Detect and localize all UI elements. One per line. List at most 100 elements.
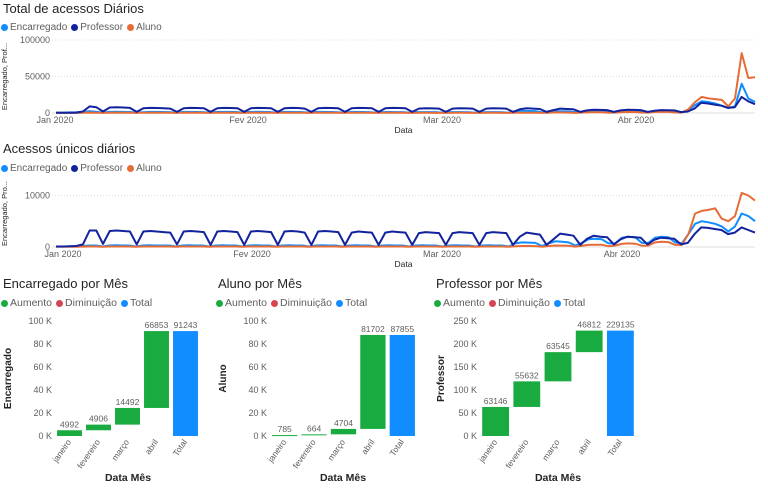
x-tick-label: abril bbox=[359, 437, 376, 456]
x-tick-label: abril bbox=[575, 437, 592, 456]
legend-item[interactable]: Encarregado bbox=[1, 22, 67, 33]
series-line-professor bbox=[56, 226, 756, 248]
y-axis-title: Encarregado, Prof... bbox=[0, 43, 9, 110]
waterfall-plot: 0 K 20 K 40 K 60 K 80 K 100 K Encarregado Data … bbox=[3, 316, 198, 484]
legend-label: Professor bbox=[80, 22, 124, 33]
x-tick-label: Total bbox=[387, 437, 406, 458]
legend-item[interactable]: Diminuição bbox=[271, 297, 332, 309]
data-label: 229135 bbox=[606, 320, 635, 330]
waterfall-bar bbox=[360, 334, 386, 429]
legend-label: Aumento bbox=[10, 297, 53, 309]
waterfall-bar bbox=[606, 330, 634, 436]
legend-label: Total bbox=[344, 297, 368, 309]
y-tick-label: 40 K bbox=[248, 385, 267, 395]
legend-item[interactable]: Total bbox=[553, 297, 586, 309]
legend-item[interactable]: Aumento bbox=[216, 297, 267, 309]
waterfall-bar bbox=[330, 428, 357, 435]
waterfall-encarregado: Encarregado por Mês Aumento Diminuição T… bbox=[0, 275, 215, 489]
legend-item[interactable]: Aluno bbox=[127, 22, 162, 33]
chart-title: Aluno por Mês bbox=[218, 276, 302, 291]
data-label: 4906 bbox=[89, 414, 108, 424]
y-tick-label: 0 K bbox=[463, 431, 477, 441]
legend-label: Total bbox=[562, 297, 586, 309]
legend-dot-icon bbox=[127, 165, 135, 172]
legend-dot-icon bbox=[271, 299, 279, 307]
x-tick-label: Mar 2020 bbox=[423, 115, 461, 125]
chart-title: Professor por Mês bbox=[436, 276, 543, 291]
data-label: 55632 bbox=[515, 370, 539, 380]
chart-title: Encarregado por Mês bbox=[3, 276, 129, 291]
x-tick-label: Fev 2020 bbox=[233, 249, 271, 259]
x-axis-title: Data Mês bbox=[320, 472, 366, 484]
chart-legend: Aumento Diminuição Total bbox=[1, 297, 156, 309]
legend-label: Encarregado bbox=[10, 22, 68, 33]
waterfall-bar bbox=[86, 424, 111, 431]
y-tick-label: 50 K bbox=[458, 408, 477, 418]
y-tick-label: 200 K bbox=[453, 339, 477, 349]
legend-dot-icon bbox=[335, 299, 343, 307]
y-axis-title: Encarregado bbox=[3, 348, 14, 409]
legend-item[interactable]: Aumento bbox=[434, 297, 485, 309]
series-line-professor bbox=[56, 95, 756, 114]
x-tick-label: fevereiro bbox=[75, 437, 102, 470]
legend-item[interactable]: Aluno bbox=[127, 163, 162, 174]
x-tick-label: Jan 2020 bbox=[44, 249, 81, 259]
waterfall-aluno: Aluno por Mês Aumento Diminuição Total 0… bbox=[215, 275, 433, 489]
y-axis-title: Encarregado, Pro... bbox=[0, 181, 9, 246]
legend-item[interactable]: Diminuição bbox=[56, 297, 117, 309]
legend-dot-icon bbox=[434, 299, 441, 307]
x-axis-title: Data bbox=[395, 259, 413, 269]
legend-dot-icon bbox=[553, 299, 561, 307]
x-tick-label: janeiro bbox=[476, 437, 500, 465]
legend-dot-icon bbox=[1, 299, 8, 307]
legend-item[interactable]: Professor bbox=[71, 22, 123, 33]
y-tick-label: 80 K bbox=[248, 339, 267, 349]
x-tick-label: Abr 2020 bbox=[604, 249, 641, 259]
waterfall-bar bbox=[144, 331, 169, 408]
waterfall-plot: 0 K 50 K 100 K 150 K 200 K 250 K Professor Data… bbox=[436, 316, 635, 484]
x-tick-label: Mar 2020 bbox=[423, 249, 461, 259]
legend-dot-icon bbox=[71, 165, 79, 172]
x-tick-label: Abr 2020 bbox=[618, 115, 655, 125]
x-axis-title: Data Mês bbox=[105, 472, 151, 484]
legend-item[interactable]: Encarregado bbox=[1, 163, 67, 174]
series-line-aluno bbox=[56, 191, 756, 248]
chart-title: Total de acessos Diários bbox=[3, 1, 144, 16]
data-label: 664 bbox=[307, 423, 321, 433]
legend-dot-icon bbox=[56, 299, 64, 307]
data-label: 63545 bbox=[546, 341, 570, 351]
legend-dot-icon bbox=[120, 299, 128, 307]
waterfall-bar bbox=[389, 334, 415, 436]
x-tick-label: fevereiro bbox=[503, 437, 530, 470]
x-tick-label: Fev 2020 bbox=[229, 115, 267, 125]
legend-dot-icon bbox=[1, 24, 8, 31]
y-tick-label: 100 K bbox=[28, 316, 52, 326]
legend-item[interactable]: Professor bbox=[71, 163, 123, 174]
x-axis-title: Data Mês bbox=[535, 472, 581, 484]
data-label: 91243 bbox=[174, 320, 198, 330]
data-label: 4992 bbox=[60, 419, 79, 429]
legend-label: Aumento bbox=[443, 297, 486, 309]
legend-dot-icon bbox=[216, 299, 223, 307]
waterfall-bar bbox=[57, 430, 82, 436]
legend-label: Total bbox=[129, 297, 153, 309]
x-tick-label: março bbox=[540, 437, 562, 462]
legend-dot-icon bbox=[71, 24, 79, 31]
waterfall-bar bbox=[513, 381, 541, 407]
legend-item[interactable]: Total bbox=[335, 297, 368, 309]
legend-item[interactable]: Total bbox=[120, 297, 153, 309]
y-tick-label: 10000 bbox=[25, 190, 50, 200]
y-tick-label: 20 K bbox=[33, 408, 52, 418]
legend-label: Diminuição bbox=[65, 297, 117, 309]
waterfall-bar bbox=[544, 352, 572, 382]
data-label: 63146 bbox=[484, 396, 508, 406]
legend-label: Diminuição bbox=[498, 297, 550, 309]
data-label: 4704 bbox=[334, 418, 353, 428]
waterfall-bar bbox=[482, 406, 510, 436]
legend-item[interactable]: Aumento bbox=[1, 297, 52, 309]
waterfall-bar bbox=[173, 331, 198, 436]
data-label: 14492 bbox=[116, 397, 140, 407]
legend-item[interactable]: Diminuição bbox=[489, 297, 550, 309]
x-tick-label: fevereiro bbox=[291, 437, 318, 470]
x-tick-label: janeiro bbox=[265, 437, 289, 465]
